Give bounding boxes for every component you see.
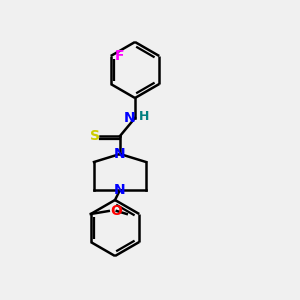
Text: H: H — [139, 110, 149, 122]
Text: N: N — [114, 183, 126, 197]
Text: N: N — [124, 111, 136, 125]
Text: F: F — [115, 49, 124, 63]
Text: S: S — [90, 129, 100, 143]
Text: N: N — [114, 147, 126, 161]
Text: O: O — [110, 204, 122, 218]
